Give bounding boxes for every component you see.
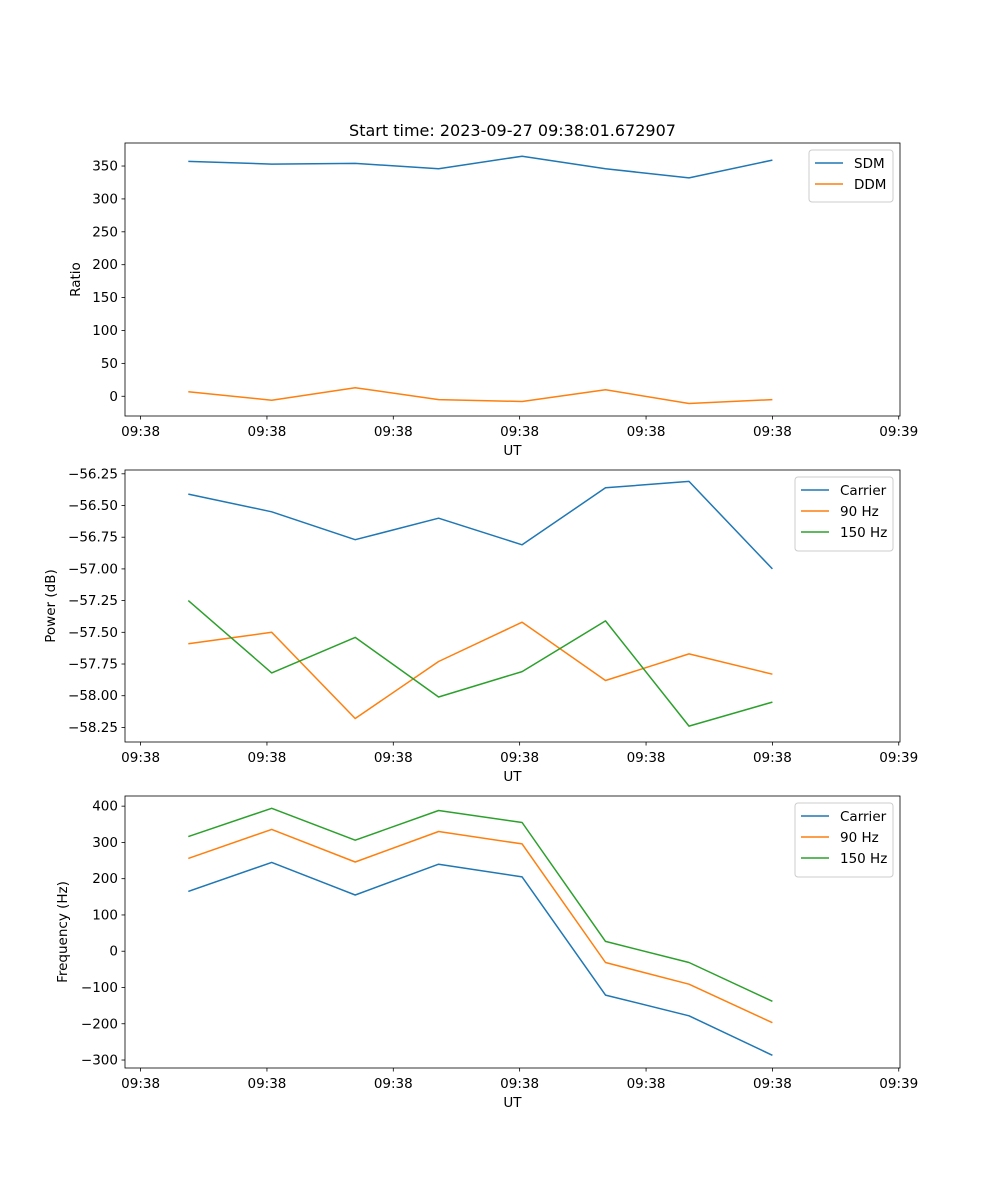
x-tick-label: 09:38	[753, 750, 792, 766]
y-tick-label: −57.25	[68, 593, 118, 609]
y-tick-label: 200	[92, 871, 118, 887]
series-line-carrier	[188, 861, 773, 1056]
y-tick-label: 100	[92, 907, 118, 923]
legend-label: 90 Hz	[840, 830, 879, 846]
y-tick-label: 350	[92, 159, 118, 175]
y-tick-label: −56.25	[68, 466, 118, 482]
x-tick-label: 09:38	[753, 424, 792, 440]
legend-label: DDM	[854, 177, 886, 193]
legend-label: SDM	[854, 156, 885, 172]
y-tick-label: 0	[109, 944, 118, 960]
x-tick-label: 09:38	[374, 1076, 413, 1092]
x-tick-label: 09:38	[627, 1076, 666, 1092]
x-tick-label: 09:38	[627, 750, 666, 766]
y-tick-label: −56.75	[68, 530, 118, 546]
x-tick-label: 09:39	[879, 424, 918, 440]
x-tick-label: 09:38	[753, 1076, 792, 1092]
legend-label: 150 Hz	[840, 851, 887, 867]
y-tick-label: 400	[92, 799, 118, 815]
legend-label: 90 Hz	[840, 504, 879, 520]
plots: 0 50 100 150 200 250 300 350 09:38 09:38 09:38 09:3…	[43, 142, 918, 1111]
y-tick-label: −58.25	[68, 720, 118, 736]
legend: SDM DDM	[808, 149, 894, 203]
x-tick-label: 09:38	[500, 424, 539, 440]
y-tick-label: 250	[92, 224, 118, 240]
axes-frame	[124, 795, 901, 1069]
x-axis-label: UT	[503, 769, 522, 785]
axes-frame	[124, 469, 901, 743]
legend-label: Carrier	[840, 809, 887, 825]
x-tick-label: 09:38	[627, 424, 666, 440]
x-tick-label: 09:38	[121, 750, 160, 766]
y-tick-label: −200	[81, 1016, 118, 1032]
x-tick-label: 09:39	[879, 1076, 918, 1092]
y-tick-label: 200	[92, 257, 118, 273]
x-axis-label: UT	[503, 443, 522, 459]
y-tick-label: −56.50	[68, 498, 118, 514]
y-tick-label: −300	[81, 1053, 118, 1069]
series-line-carrier	[188, 480, 773, 570]
series-line-150-hz	[187, 600, 773, 727]
y-axis-label: Frequency (Hz)	[55, 881, 71, 983]
series-line-ddm	[188, 386, 773, 405]
y-tick-label: −57.50	[68, 625, 118, 641]
legend: Carrier 90 Hz 150 Hz	[794, 802, 894, 878]
series-line-90-hz	[188, 621, 773, 720]
y-tick-label: 100	[92, 323, 118, 339]
subplot-3: −300 −200 −100 0 100 200 300 400 09:38 09:38 09:38…	[55, 795, 918, 1111]
x-tick-label: 09:38	[374, 750, 413, 766]
subplot-2: −56.25 −56.50 −56.75 −57.00 −57.25 −57.50 −57.…	[43, 466, 918, 785]
y-tick-label: 0	[109, 389, 118, 405]
series-line-90-hz	[188, 828, 773, 1024]
y-tick-label: −57.00	[68, 561, 118, 577]
y-tick-label: −57.75	[68, 657, 118, 673]
y-axis-label: Ratio	[68, 262, 84, 297]
x-tick-label: 09:39	[879, 750, 918, 766]
series-line-150-hz	[188, 807, 773, 1002]
x-axis-label: UT	[503, 1095, 522, 1111]
x-tick-label: 09:38	[121, 1076, 160, 1092]
y-axis-label: Power (dB)	[43, 569, 59, 642]
x-tick-label: 09:38	[374, 424, 413, 440]
legend-label: 150 Hz	[840, 525, 887, 541]
x-tick-label: 09:38	[500, 750, 539, 766]
x-tick-label: 09:38	[247, 1076, 286, 1092]
series-line-sdm	[188, 155, 773, 179]
subplot-1: 0 50 100 150 200 250 300 350 09:38 09:38 09:38 09:3…	[68, 142, 918, 459]
y-tick-label: −58.00	[68, 688, 118, 704]
y-tick-label: 150	[92, 290, 118, 306]
x-tick-label: 09:38	[247, 750, 286, 766]
x-tick-label: 09:38	[500, 1076, 539, 1092]
y-tick-label: 300	[92, 191, 118, 207]
y-tick-label: 300	[92, 835, 118, 851]
x-tick-label: 09:38	[121, 424, 160, 440]
figure-title: Start time: 2023-09-27 09:38:01.672907	[349, 121, 676, 140]
legend-label: Carrier	[840, 483, 887, 499]
legend: Carrier 90 Hz 150 Hz	[794, 476, 894, 552]
x-tick-label: 09:38	[247, 424, 286, 440]
y-tick-label: 50	[101, 356, 118, 372]
axes-frame	[124, 142, 901, 417]
y-tick-label: −100	[81, 980, 118, 996]
